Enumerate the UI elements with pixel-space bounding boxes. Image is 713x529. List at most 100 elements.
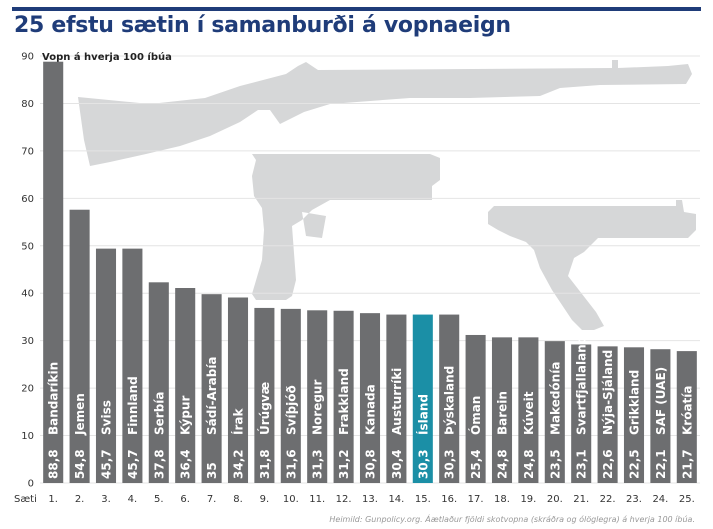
category-label: Ísland (415, 394, 430, 435)
bar (333, 310, 354, 483)
y-tick-label: 20 (21, 384, 34, 395)
rank-label: 2. (75, 494, 85, 505)
rank-label: 23. (626, 494, 642, 505)
category-labels: Bandaríkin Jemen Sviss Finnland Serbía Kýpur S… (47, 336, 695, 436)
category-label: Sádí-Arabía (205, 356, 219, 435)
bar (439, 314, 460, 483)
value-labels: 88,8 54,8 45,7 45,7 37,8 36,4 35 34,2 31,8 31,6 31… (47, 449, 695, 479)
title-rule (12, 7, 701, 11)
rank-label: 5. (154, 494, 164, 505)
value-label: 31,3 (311, 449, 325, 479)
category-label: Austurríki (390, 368, 404, 435)
value-label: 31,2 (337, 449, 351, 479)
rank-label: 21. (573, 494, 589, 505)
rank-label: 14. (388, 494, 404, 505)
category-label: Írak (231, 408, 246, 435)
y-tick-label: 90 (21, 52, 34, 63)
pistol-icon (252, 154, 440, 300)
rank-label: 1. (48, 494, 58, 505)
silhouette-layer (78, 60, 696, 330)
bar (43, 61, 64, 484)
bar (597, 346, 618, 483)
bar (571, 344, 592, 483)
bar (623, 347, 645, 483)
rank-label: 15. (415, 494, 431, 505)
bar (95, 248, 117, 483)
rank-label: 13. (362, 494, 378, 505)
value-label: 30,3 (416, 449, 430, 479)
bar (386, 314, 407, 483)
y-tick-label: 80 (21, 99, 34, 110)
value-label: 31,6 (284, 449, 298, 479)
y-axis-title: Vopn á hverja 100 íbúa (42, 51, 172, 63)
value-label: 23,5 (548, 449, 562, 479)
bar (69, 209, 90, 483)
y-tick-label: 40 (21, 289, 34, 300)
rank-label: 22. (600, 494, 616, 505)
category-label: Barein (496, 391, 510, 435)
rank-label: 11. (309, 494, 325, 505)
category-label: Bandaríkin (47, 362, 61, 435)
y-tick-label: 0 (28, 479, 34, 490)
rank-label: 6. (180, 494, 190, 505)
rank-label: 25. (679, 494, 695, 505)
bar (280, 308, 301, 483)
rank-label: 9. (260, 494, 270, 505)
rank-label: 18. (494, 494, 510, 505)
value-label: 35 (205, 462, 219, 479)
rank-label: 7. (207, 494, 217, 505)
y-tick-label: 70 (21, 146, 34, 157)
category-label: SAF (UAE) (654, 367, 668, 435)
category-label: Svíþjóð (284, 385, 298, 435)
category-label: Noregur (311, 380, 325, 435)
category-label: Úrúgvæ (257, 382, 272, 435)
category-label: Óman (468, 396, 483, 435)
value-label: 54,8 (73, 449, 87, 479)
value-label: 23,1 (575, 449, 589, 479)
rank-label: 8. (233, 494, 243, 505)
bar (676, 351, 697, 483)
bar (227, 297, 249, 483)
category-label: Serbía (152, 392, 166, 436)
y-tick-label: 10 (21, 431, 34, 442)
category-label: Króatía (680, 385, 694, 435)
rank-label: 16. (441, 494, 457, 505)
y-tick-label: 60 (21, 194, 34, 205)
value-label: 30,4 (390, 449, 404, 479)
rank-label: 4. (128, 494, 138, 505)
rank-label: 3. (101, 494, 111, 505)
bar (359, 313, 381, 483)
rank-label: 12. (336, 494, 352, 505)
category-label: Nýja-Sjáland (601, 350, 615, 435)
bar (175, 288, 196, 483)
bar (307, 310, 328, 483)
value-label: 45,7 (126, 449, 140, 479)
category-label: Jemen (73, 393, 87, 436)
source-note: Heimild: Gunpolicy.org. Áætlaður fjöldi … (329, 515, 695, 524)
bar (201, 294, 222, 483)
category-label: Finnland (126, 376, 140, 435)
rank-label: 10. (283, 494, 299, 505)
y-tick-label: 50 (21, 241, 34, 252)
category-label: Grikkland (628, 370, 642, 435)
value-label: 24,8 (522, 449, 536, 479)
title-bar: 25 efstu sætin í samanburði á vopnaeign (0, 0, 713, 44)
category-label: Kanada (364, 384, 378, 435)
value-label: 88,8 (47, 449, 61, 479)
rank-label: 17. (468, 494, 484, 505)
category-label: Frakkland (337, 368, 351, 435)
y-tick-label: 30 (21, 336, 34, 347)
bar (254, 307, 275, 483)
bar (122, 248, 143, 483)
category-label: Svartfjallaland (575, 336, 589, 435)
value-label: 22,6 (601, 449, 615, 479)
category-label: Kúveit (522, 391, 536, 435)
category-label: Kýpur (179, 396, 193, 435)
category-label: Þýskaland (443, 366, 457, 435)
value-label: 24,8 (496, 449, 510, 479)
value-label: 30,3 (443, 449, 457, 479)
target-pistol-icon (488, 200, 696, 330)
bar (148, 282, 169, 483)
value-label: 34,2 (232, 449, 246, 479)
value-label: 22,1 (654, 449, 668, 479)
